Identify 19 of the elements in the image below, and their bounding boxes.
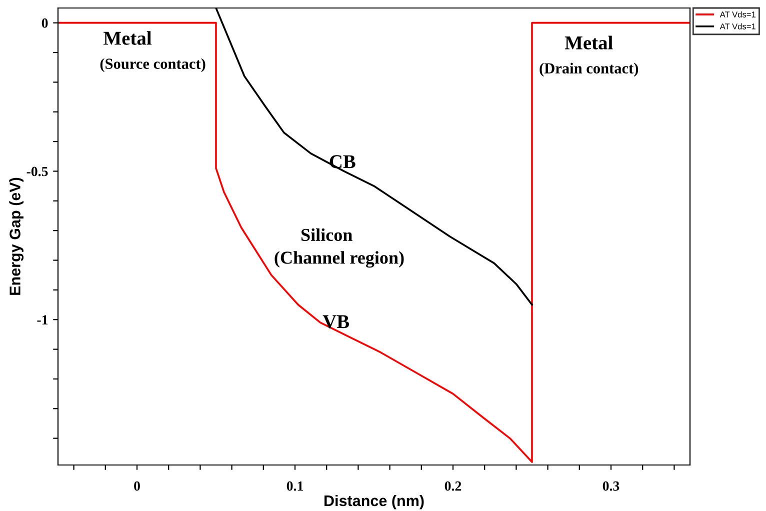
annotation: Metal — [104, 31, 152, 45]
y-tick-label: -1 — [37, 315, 48, 324]
annotation: Metal — [564, 36, 613, 50]
x-tick-label: 0.2 — [444, 481, 462, 491]
legend-label: AT Vds=1 — [720, 11, 756, 18]
y-axis-title: Energy Gap (eV) — [9, 178, 24, 295]
annotation: (Channel region) — [274, 251, 404, 268]
x-axis-title: Distance (nm) — [324, 494, 424, 510]
y-tick-label: -0.5 — [26, 166, 48, 176]
annotation: Silicon — [301, 228, 352, 242]
line-series — [58, 22, 690, 463]
x-tick-label: 0.1 — [286, 481, 303, 491]
annotation: (Source contact) — [100, 58, 206, 72]
x-tick-label: 0 — [134, 481, 140, 491]
annotation: (Drain contact) — [540, 62, 638, 77]
annotation: VB — [322, 315, 350, 328]
legend-label: AT Vds=1 — [720, 23, 756, 30]
x-tick-label: 0.3 — [602, 481, 620, 491]
y-tick-label: 0 — [42, 18, 48, 28]
